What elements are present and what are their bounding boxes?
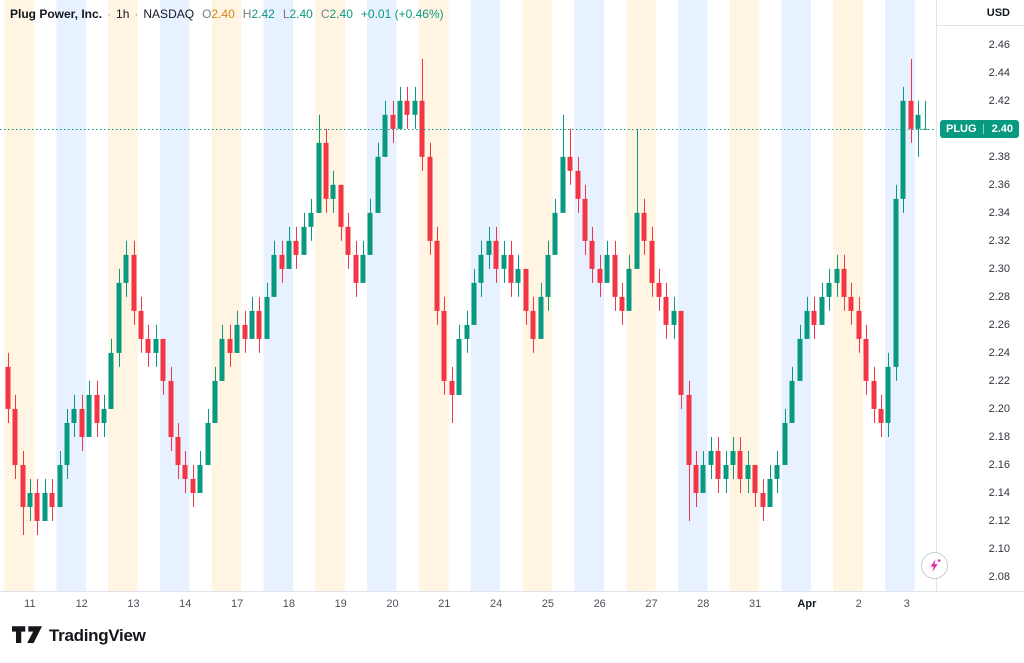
high-value: 2.42 [251,7,275,21]
legend-separator: · [107,7,112,21]
price-tick-label: 2.24 [988,346,1010,359]
time-tick-label: 26 [593,598,606,610]
close-label: C [320,7,330,21]
price-tick-label: 2.34 [988,206,1010,219]
price-tick-label: 2.38 [988,150,1010,163]
price-tick-label: 2.30 [988,262,1010,275]
last-price-badge[interactable]: PLUG 2.40 [940,119,1019,138]
boost-button[interactable] [921,552,948,579]
time-tick-label: 12 [75,598,88,610]
time-tick-label: 19 [334,598,347,610]
low-value: 2.40 [289,7,313,21]
time-tick-label: 18 [282,598,296,610]
legend-separator: · [134,7,139,21]
price-tick-label: 2.44 [988,66,1010,79]
price-tick-label: 2.12 [988,514,1010,527]
time-tick-label: 2 [855,598,862,610]
price-axis-header: USD [937,0,1024,26]
price-tick-label: 2.26 [988,318,1010,331]
time-tick-label: 21 [438,598,451,610]
price-tick-label: 2.36 [988,178,1010,191]
symbol-title[interactable]: Plug Power, Inc. [10,7,103,21]
badge-price: 2.40 [991,122,1013,135]
high-label: H [242,7,252,21]
price-tick-label: 2.22 [988,374,1010,387]
time-tick-label: 24 [489,598,503,610]
interval-label[interactable]: 1h [116,7,130,21]
chart-area[interactable] [0,0,936,591]
time-tick-label: 28 [697,598,710,610]
time-tick-label: 13 [127,598,140,610]
price-tick-label: 2.46 [988,38,1010,51]
time-tick-label: 3 [903,598,910,610]
time-tick-label: 17 [230,598,244,610]
change-value: +0.01 (+0.46%) [360,7,444,21]
price-tick-label: 2.10 [988,542,1010,555]
price-tick-label: 2.20 [988,402,1010,415]
price-tick-label: 2.28 [988,290,1010,303]
footer: TradingView [12,626,146,646]
badge-symbol: PLUG [946,122,977,135]
time-axis[interactable]: 11 12 13 14 17 18 19 20 21 24 25 26 27 28 31 Apr 2 3 [0,591,1024,620]
price-tick-label: 2.08 [988,570,1010,583]
low-label: L [282,7,290,21]
time-tick-label: Apr [797,598,817,610]
price-tick-label: 2.32 [988,234,1010,247]
badge-divider [982,123,984,134]
price-axis[interactable]: USD PLUG 2.40 2.46 2.44 2.42 2.40 2.38 2.36 2.… [936,0,1024,620]
price-tick-label: 2.18 [988,430,1010,443]
time-tick-label: 25 [541,598,555,610]
brand-name[interactable]: TradingView [49,626,146,645]
price-tick-label: 2.14 [988,486,1010,499]
lightning-icon [930,559,941,572]
candlestick-chart[interactable] [0,0,936,591]
price-tick-label: 2.16 [988,458,1010,471]
time-tick-label: 27 [645,598,658,610]
open-value: 2.40 [211,7,235,21]
time-tick-label: 20 [386,598,399,610]
price-tick-label: 2.42 [988,94,1010,107]
symbol-legend: Plug Power, Inc. · 1h · NASDAQ O 2.40 H 2.… [10,7,444,21]
time-tick-label: 31 [748,598,762,610]
time-tick-label: 11 [24,598,36,610]
close-value: 2.40 [329,7,353,21]
exchange-label[interactable]: NASDAQ [143,7,195,21]
currency-label: USD [986,6,1010,19]
tradingview-logo-icon[interactable] [12,626,42,646]
open-label: O [202,7,212,21]
time-tick-label: 14 [179,598,192,610]
